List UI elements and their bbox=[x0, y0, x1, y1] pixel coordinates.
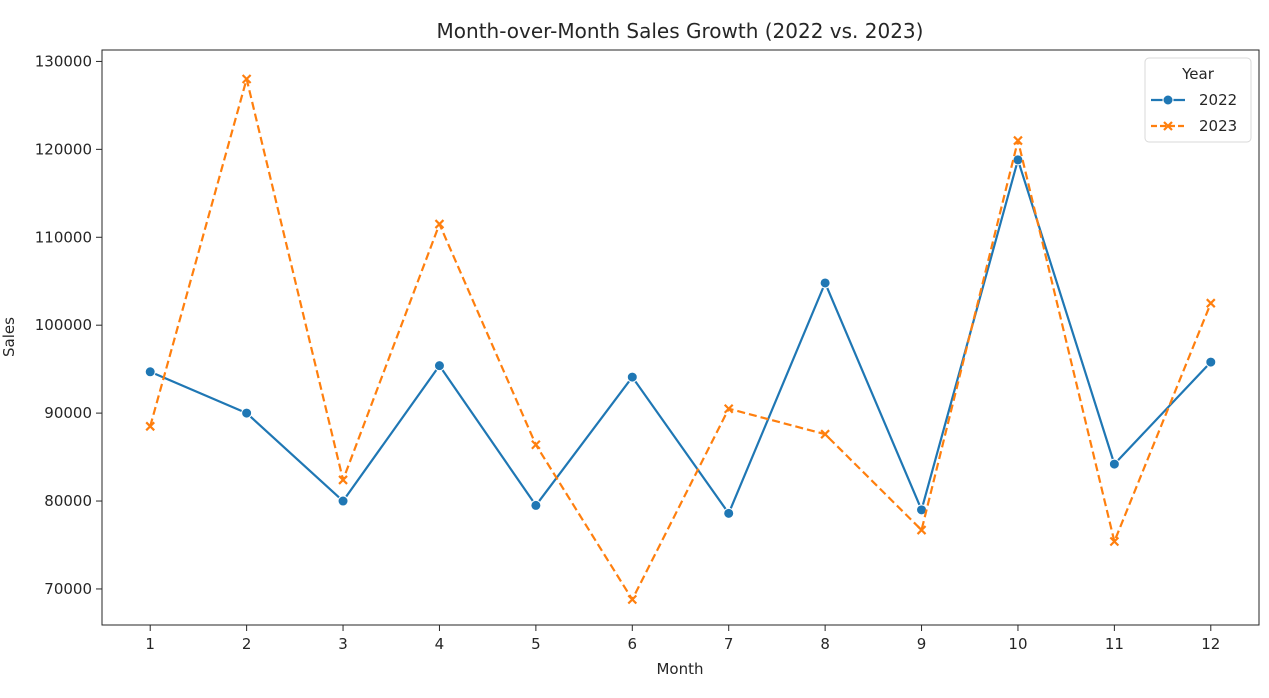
x-tick-label: 4 bbox=[435, 635, 445, 653]
data-point-2022-3 bbox=[337, 495, 349, 507]
data-point-2023-5 bbox=[531, 439, 541, 450]
y-tick-label: 80000 bbox=[44, 492, 92, 510]
data-point-2022-7 bbox=[723, 507, 735, 519]
series-2022 bbox=[144, 154, 1217, 519]
data-point-2022-1 bbox=[144, 366, 156, 378]
legend-marker-2023 bbox=[1163, 121, 1173, 131]
data-point-2022-12 bbox=[1205, 356, 1217, 368]
data-point-2023-4 bbox=[434, 219, 445, 229]
data-point-2022-4 bbox=[433, 360, 445, 372]
x-tick-label: 3 bbox=[338, 635, 348, 653]
data-point-2022-8 bbox=[819, 277, 831, 289]
x-tick-label: 11 bbox=[1105, 635, 1124, 653]
legend-title: Year bbox=[1181, 65, 1215, 83]
x-tick-label: 10 bbox=[1008, 635, 1027, 653]
plot-area-frame bbox=[101, 49, 1260, 626]
x-tick-label: 12 bbox=[1201, 635, 1220, 653]
data-point-2022-5 bbox=[530, 499, 542, 511]
series-line-2023 bbox=[149, 77, 1212, 601]
x-tick-label: 5 bbox=[531, 635, 541, 653]
data-point-2023-12 bbox=[1206, 298, 1216, 308]
data-point-2023-9 bbox=[916, 525, 927, 535]
data-point-2023-3 bbox=[338, 475, 348, 485]
data-point-2023-1 bbox=[145, 421, 155, 432]
x-tick-label: 9 bbox=[917, 635, 927, 653]
y-tick-label: 120000 bbox=[35, 140, 92, 158]
data-point-2022-11 bbox=[1108, 458, 1120, 470]
y-tick-label: 90000 bbox=[44, 404, 92, 422]
y-tick-label: 130000 bbox=[35, 52, 92, 70]
legend-box bbox=[1144, 57, 1252, 143]
data-point-2022-6 bbox=[626, 371, 638, 383]
y-axis: 70000 80000 90000 100000 110000 120000 130000 bbox=[35, 52, 102, 598]
y-tick-label: 100000 bbox=[35, 316, 92, 334]
x-axis-label: Month bbox=[656, 660, 703, 678]
x-axis: 1 2 3 4 5 6 7 8 9 10 11 12 bbox=[145, 625, 1220, 653]
data-point-2023-11 bbox=[1109, 536, 1120, 547]
series-2023 bbox=[145, 74, 1216, 605]
data-point-2023-10 bbox=[1013, 135, 1023, 146]
legend-marker-2022 bbox=[1162, 94, 1174, 106]
x-tick-label: 6 bbox=[628, 635, 638, 653]
series-layer bbox=[144, 74, 1217, 605]
y-tick-label: 70000 bbox=[44, 580, 92, 598]
data-point-2023-7 bbox=[723, 403, 734, 414]
x-tick-label: 2 bbox=[242, 635, 252, 653]
x-tick-label: 8 bbox=[820, 635, 830, 653]
data-point-2023-8 bbox=[820, 429, 830, 439]
data-point-2022-10 bbox=[1012, 154, 1024, 166]
data-point-2023-6 bbox=[627, 594, 638, 605]
x-tick-label: 1 bbox=[145, 635, 155, 653]
legend-label-2023: 2023 bbox=[1199, 117, 1237, 135]
legend-label-2022: 2022 bbox=[1199, 91, 1237, 109]
x-tick-label: 7 bbox=[724, 635, 734, 653]
y-axis-label: Sales bbox=[0, 317, 18, 357]
y-tick-label: 110000 bbox=[35, 228, 92, 246]
chart-title: Month-over-Month Sales Growth (2022 vs. … bbox=[437, 19, 924, 43]
data-point-2022-2 bbox=[241, 407, 253, 419]
data-point-2023-2 bbox=[241, 74, 252, 84]
legend: Year 2022 2023 bbox=[1144, 57, 1252, 143]
